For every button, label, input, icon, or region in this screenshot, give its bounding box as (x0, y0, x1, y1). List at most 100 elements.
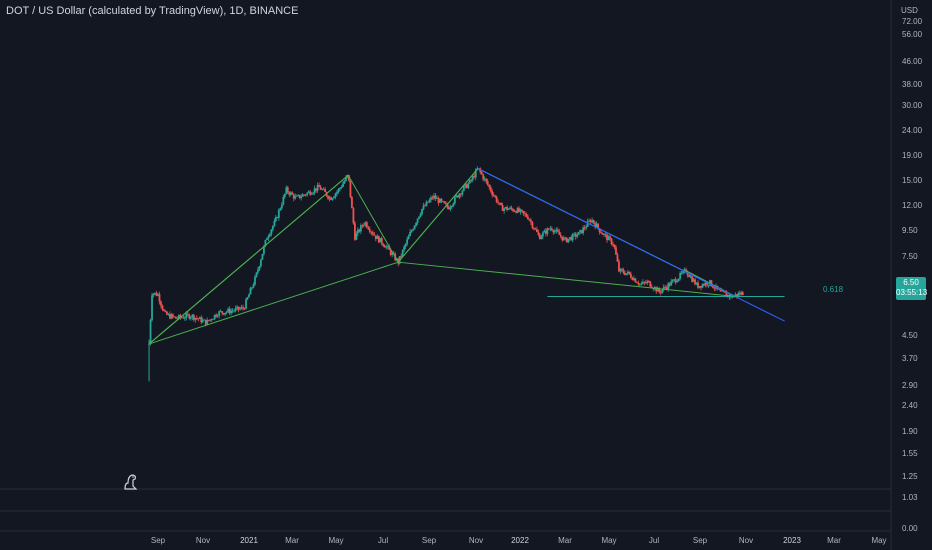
candle-body (170, 314, 173, 319)
candle-body (352, 208, 355, 224)
candle-body (355, 233, 358, 240)
candle-body (306, 192, 309, 195)
candle-body (735, 294, 738, 297)
candle-body (273, 221, 276, 226)
candle-body (673, 279, 676, 281)
candle-body (692, 279, 695, 282)
candle-body (277, 209, 280, 218)
candle-body (327, 196, 329, 199)
time-tick-label: 2021 (240, 536, 258, 545)
candle-body (464, 184, 467, 187)
candle-body (433, 195, 435, 199)
candle-body (219, 311, 222, 312)
candle-body (218, 311, 221, 316)
tradingview-logo-icon[interactable] (122, 472, 138, 490)
candle-body (589, 220, 592, 223)
candle-body (647, 281, 650, 283)
candle-body (670, 281, 673, 286)
candle-body (348, 175, 350, 181)
candle-body (442, 201, 444, 202)
candle-body (688, 275, 690, 278)
candle-body (160, 301, 162, 306)
candle-body (607, 236, 610, 241)
pattern-line[interactable] (397, 168, 479, 263)
candle-body (331, 198, 334, 200)
candle-body (164, 311, 167, 312)
candle-body (598, 228, 601, 233)
candle-body (595, 223, 598, 227)
pattern-line[interactable] (398, 261, 736, 297)
candle-body (646, 281, 649, 284)
candle-body (553, 230, 556, 233)
candle-body (628, 271, 631, 275)
candle-body (188, 314, 191, 319)
candle-body (437, 198, 440, 203)
candle-body (427, 201, 429, 203)
candle-body (486, 181, 489, 185)
candle-body (343, 180, 346, 184)
candle-body (644, 282, 647, 284)
candle-body (303, 194, 306, 196)
candle-body (722, 290, 725, 292)
candle-body (591, 219, 594, 223)
price-tick-label: 38.00 (902, 80, 923, 89)
zigzag-pattern[interactable] (148, 167, 736, 345)
candle-body (701, 284, 704, 288)
candle-body (601, 233, 604, 235)
candle-body (446, 204, 449, 208)
candle-body (713, 287, 716, 289)
candle-body (310, 193, 313, 195)
time-tick-label: Sep (421, 536, 437, 545)
candle-body (522, 210, 525, 214)
candle-body (182, 317, 185, 319)
candle-body (467, 183, 470, 188)
candle-body (682, 270, 685, 274)
candle-body (592, 219, 595, 223)
candle-body (677, 278, 680, 281)
candle-body (368, 229, 371, 232)
candle-body (582, 227, 585, 234)
candle-body (634, 278, 637, 283)
candle-body (594, 222, 596, 227)
candle-body (416, 218, 419, 223)
candle-body (279, 208, 282, 210)
symbol-title[interactable]: DOT / US Dollar (calculated by TradingVi… (6, 5, 299, 17)
candle-body (443, 201, 446, 204)
candle-body (622, 270, 625, 273)
candle-body (650, 286, 653, 289)
candle-body (621, 268, 623, 271)
candle-body (674, 279, 677, 283)
time-tick-label: May (328, 536, 344, 545)
candle-body (445, 203, 447, 205)
candle-body (448, 207, 450, 210)
candle-body (700, 285, 702, 288)
candle-body (515, 211, 517, 213)
candle-body (585, 226, 588, 229)
candle-body (459, 193, 462, 195)
candle-body (694, 279, 696, 285)
candle-body (528, 219, 531, 221)
candle-body (410, 230, 413, 232)
candle-body (260, 259, 262, 267)
candle-body (271, 225, 274, 230)
candle-body (213, 314, 216, 319)
candle-body (627, 271, 629, 274)
candle-body (430, 197, 432, 200)
descending-trendline[interactable] (477, 168, 785, 322)
candle-body (474, 169, 477, 178)
candle-body (362, 224, 365, 226)
candle-body (176, 318, 179, 320)
candle-body (485, 178, 488, 182)
time-tick-label: May (871, 536, 887, 545)
pattern-line[interactable] (148, 261, 399, 345)
candle-body (439, 198, 441, 203)
candle-body (286, 187, 289, 193)
pattern-line[interactable] (148, 174, 349, 345)
candle-body (616, 254, 619, 262)
last-price-badge: 6.50 03:55:13 (896, 277, 927, 300)
candle-body (207, 319, 210, 321)
candle-body (547, 228, 550, 230)
candle-body (671, 280, 674, 282)
